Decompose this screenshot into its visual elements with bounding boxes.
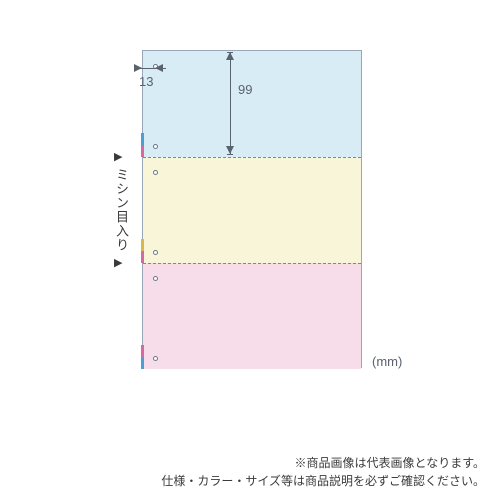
edge-tab (141, 239, 144, 251)
punch-hole (153, 144, 158, 149)
footer-line-1: ※商品画像は代表画像となります。 (161, 454, 485, 472)
dim-line-vertical (230, 52, 231, 154)
arrow-up-icon (226, 52, 234, 60)
arrow-left-icon (155, 64, 163, 72)
edge-tab (141, 345, 144, 357)
perforation-marker-icon: ▶ (114, 150, 122, 163)
paper-section (143, 157, 361, 263)
edge-tab (141, 357, 144, 369)
paper-sheet (142, 50, 362, 368)
punch-hole (153, 356, 158, 361)
edge-tab (141, 133, 144, 145)
dim-value-horizontal: 13 (139, 74, 153, 89)
diagram-container: ▶ ミシン目入り ▶ (mm) ※商品画像は代表画像となります。 仕様・カラー・… (0, 0, 500, 500)
paper-section (143, 263, 361, 369)
unit-label: (mm) (372, 354, 402, 369)
punch-hole (153, 276, 158, 281)
arrow-down-icon (226, 146, 234, 154)
footer-disclaimer: ※商品画像は代表画像となります。 仕様・カラー・サイズ等は商品説明を必ずご確認く… (161, 454, 485, 490)
perforation-marker-icon: ▶ (114, 256, 122, 269)
arrow-right-icon (134, 64, 142, 72)
dim-tick (227, 52, 233, 53)
perforation-line (143, 157, 361, 158)
edge-tab (141, 145, 144, 157)
perforation-line (143, 263, 361, 264)
edge-tab (141, 251, 144, 263)
dim-tick (227, 154, 233, 155)
paper-section (143, 51, 361, 157)
perforation-label: ミシン目入り (112, 168, 131, 252)
dim-value-vertical: 99 (238, 82, 252, 97)
punch-hole (153, 250, 158, 255)
punch-hole (153, 170, 158, 175)
footer-line-2: 仕様・カラー・サイズ等は商品説明を必ずご確認ください。 (161, 472, 485, 490)
